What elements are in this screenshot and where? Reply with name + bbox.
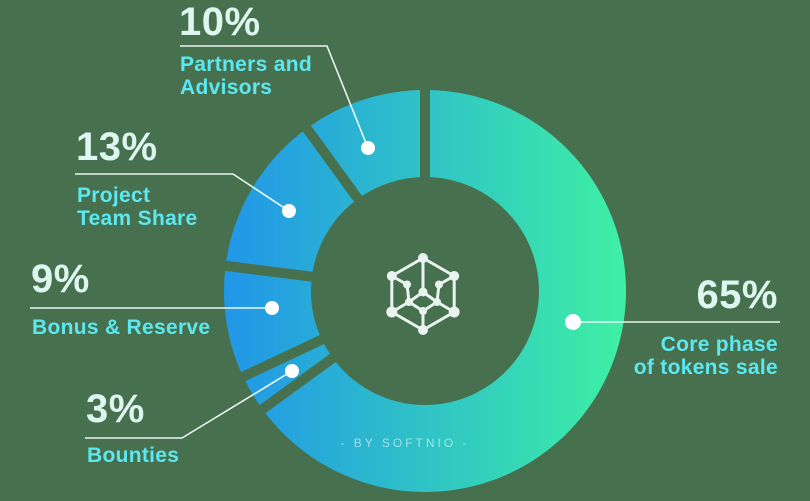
callout-bonus-pct: 9% [31, 257, 90, 301]
segment-gap-line [254, 350, 341, 417]
callout-team-label: Project Team Share [77, 184, 198, 230]
callout-line-partners [180, 45, 369, 149]
callout-core-pct: 65% [696, 273, 778, 317]
callout-dot-bonus [265, 301, 279, 315]
segment-team[interactable] [225, 128, 358, 277]
watermark: - BY SOFTNIO - [340, 436, 470, 450]
donut-segments [223, 90, 627, 492]
segment-gap-line [235, 332, 330, 384]
segment-core[interactable] [262, 90, 627, 492]
callout-dot-team [282, 204, 296, 218]
callout-partners-pct: 10% [179, 0, 261, 44]
callout-dot-bounties [285, 364, 299, 378]
callout-bounties-pct: 3% [86, 387, 145, 431]
callout-core-label: Core phase of tokens sale [633, 333, 778, 379]
hexagon-network-icon [386, 253, 460, 335]
callout-partners-label: Partners and Advisors [180, 53, 312, 99]
segment-gap-line [219, 260, 319, 283]
segment-gap-lines [219, 84, 430, 417]
callout-line-team [75, 173, 290, 212]
callout-team-pct: 13% [76, 125, 158, 169]
callout-line-bounties [85, 370, 293, 439]
callout-bonus-label: Bonus & Reserve [32, 316, 211, 339]
callout-bounties-label: Bounties [87, 444, 180, 467]
callout-dot-partners [361, 141, 375, 155]
segment-gap-line [299, 120, 366, 207]
callout-dot-core [565, 314, 581, 330]
